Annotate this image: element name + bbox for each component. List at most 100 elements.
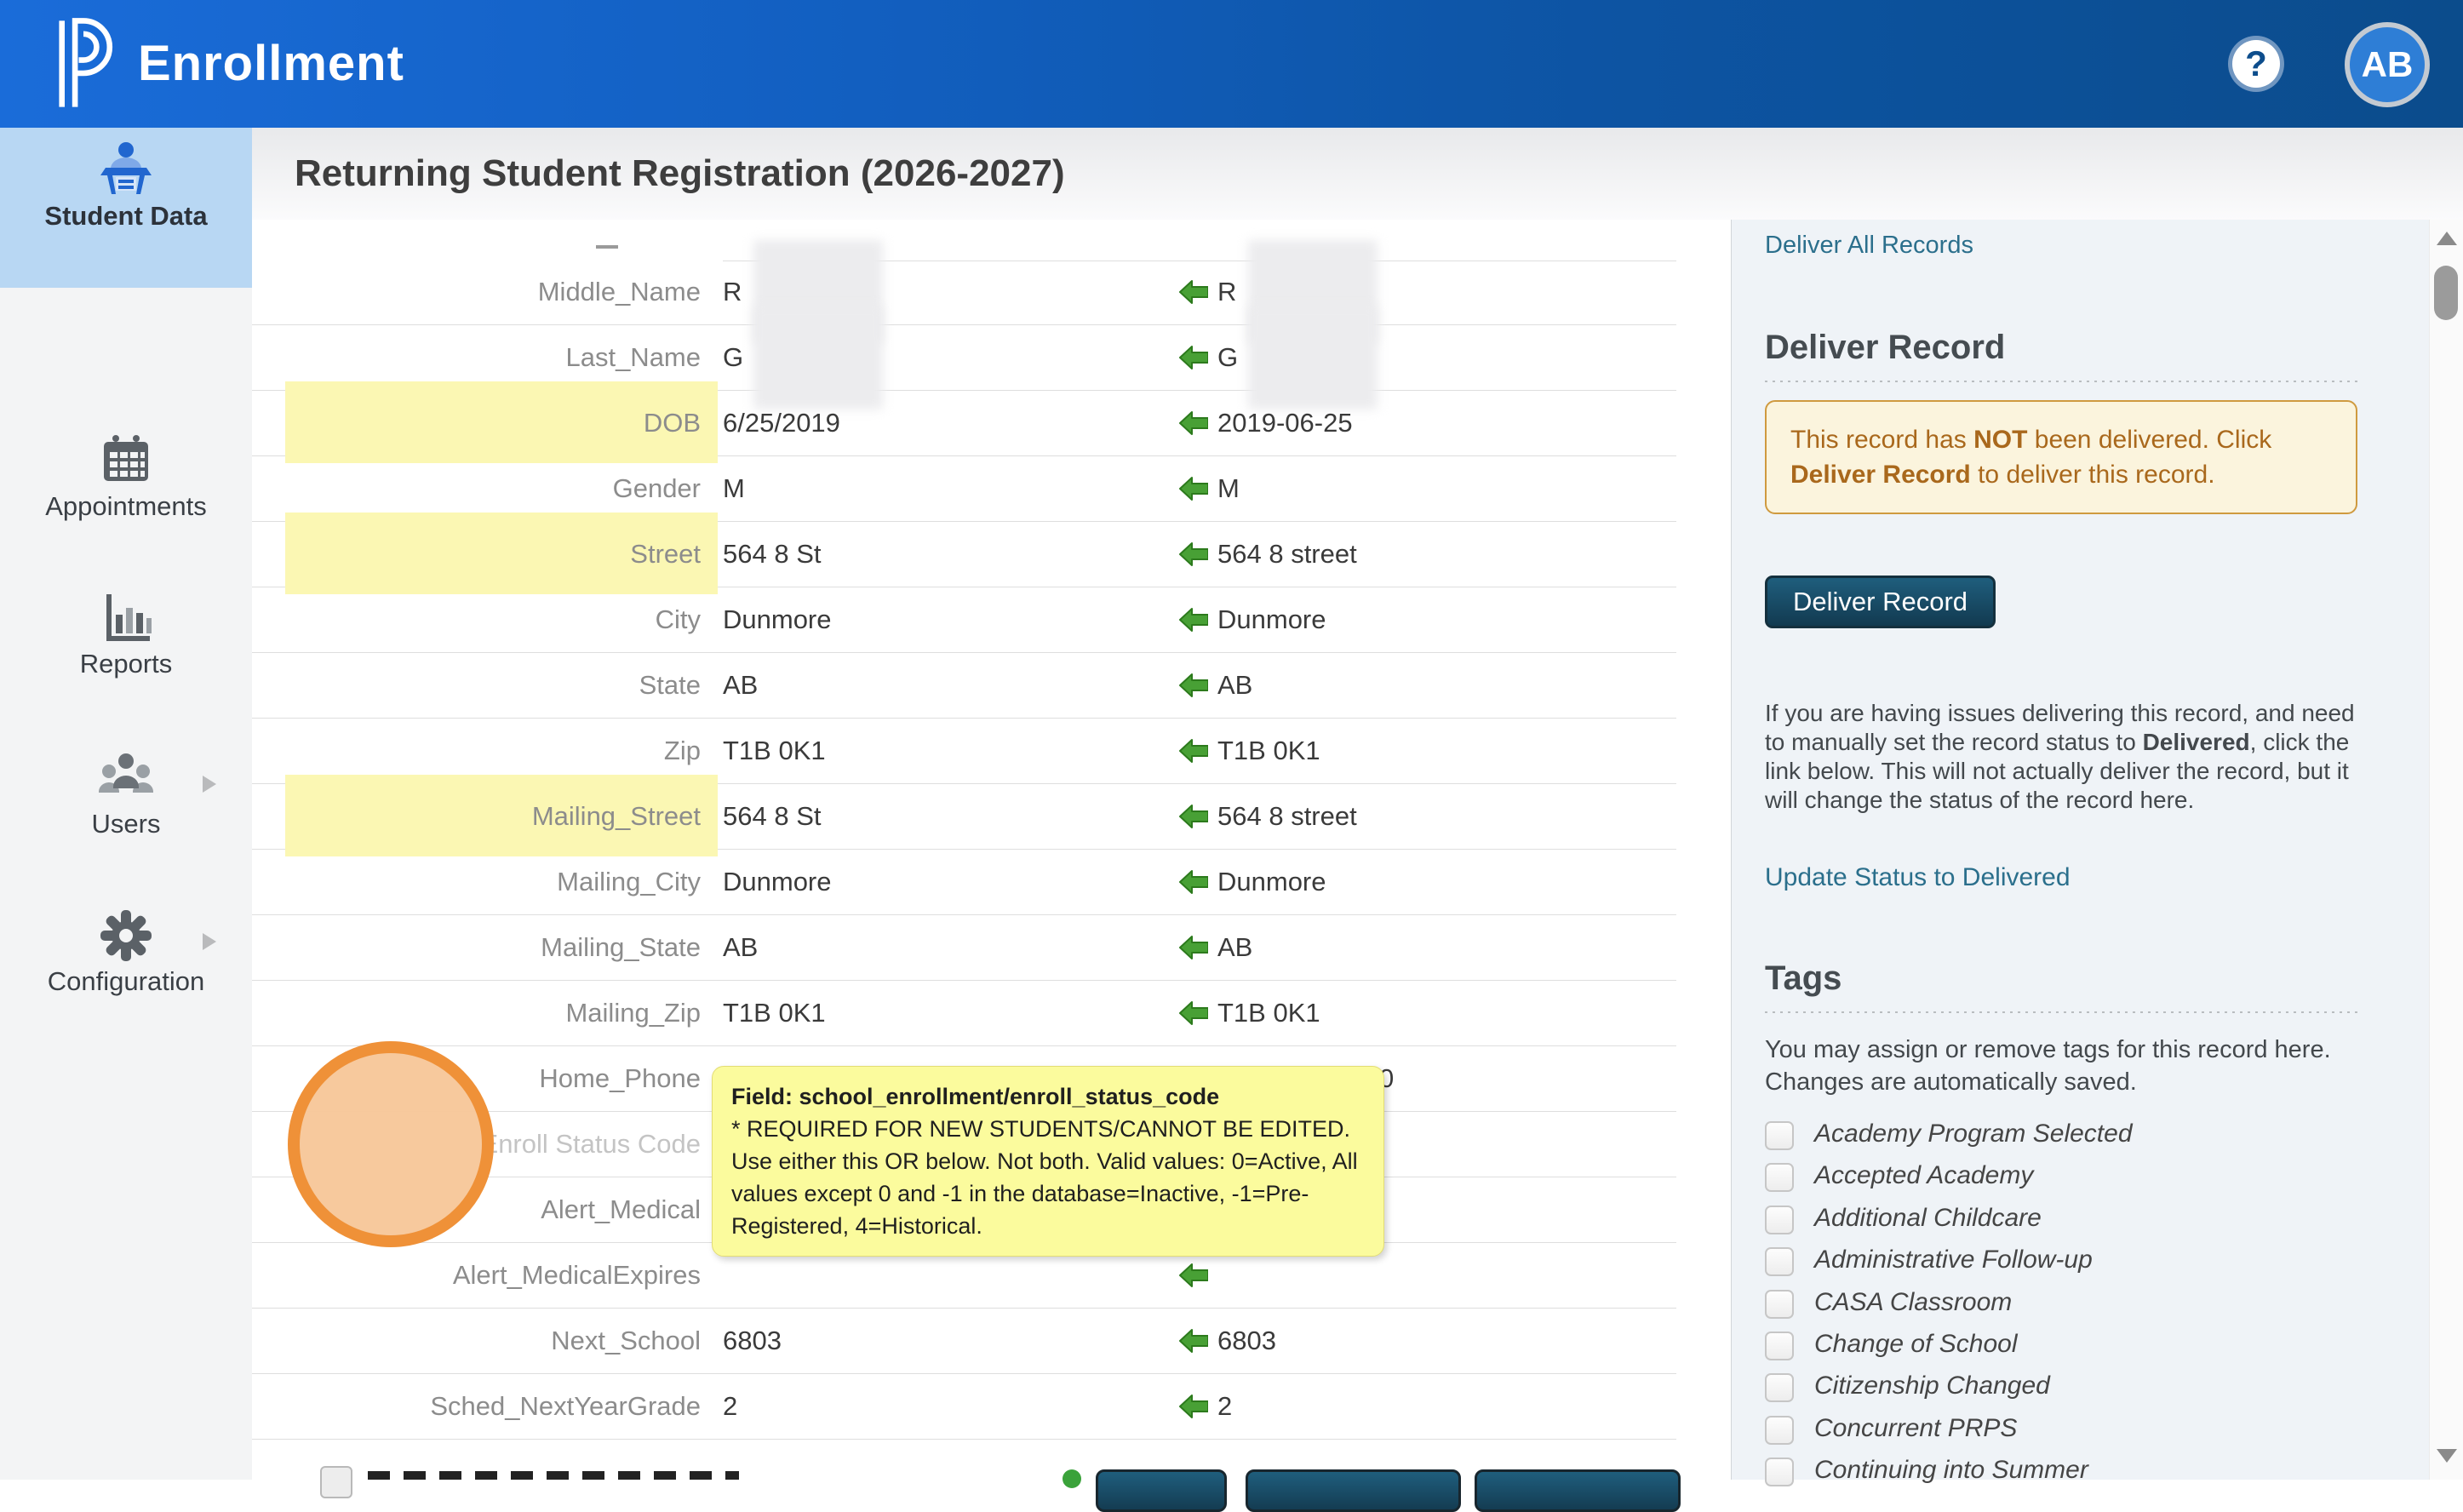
field-value-right: Dunmore [1217,867,1326,896]
sidebar-item-student-data[interactable]: Student Data [0,128,252,288]
clipped-button[interactable] [1246,1469,1461,1512]
table-row: Mailing_Street 564 8 St 564 8 street [252,775,1676,856]
update-status-link[interactable]: Update Status to Delivered [1765,863,2071,891]
scrollbar-down-arrow[interactable] [2437,1449,2457,1463]
table-row: City Dunmore Dunmore [252,587,1676,653]
tag-checkbox[interactable] [1765,1205,1794,1234]
sidebar-item-appointments[interactable]: Appointments [0,430,252,522]
field-label: City [655,604,701,634]
paragraph-text: , click the link below. This will not ac… [1765,729,2350,813]
deliver-all-records-link[interactable]: Deliver All Records [1765,232,1973,259]
field-label: Sched_NextYearGrade [430,1391,701,1421]
paragraph-text: If you are having issues delivering this… [1765,700,2355,755]
tag-checkbox[interactable] [1765,1373,1794,1403]
table-row: Mailing_State AB AB [252,914,1676,981]
tag-checkbox[interactable] [1765,1415,1794,1445]
table-row: Zip T1B 0K1 T1B 0K1 [252,718,1676,784]
clipped-row-fragment [596,245,618,249]
field-label: State [639,670,701,700]
help-icon[interactable]: ? [2232,40,2280,88]
tag-checkbox[interactable] [1765,1289,1794,1319]
powerschool-logo-icon [59,18,113,107]
field-value-left: R [723,277,742,306]
field-value-right: M [1217,473,1240,503]
field-label: Mailing_State [541,932,701,962]
manual-status-paragraph: If you are having issues delivering this… [1765,699,2366,815]
field-value-left: 564 8 St [723,539,822,569]
not-delivered-notice: This record has NOT been delivered. Clic… [1765,400,2357,514]
gear-icon [100,910,152,961]
sidebar-item-reports[interactable]: Reports [0,587,252,679]
scrollbar-thumb[interactable] [2434,266,2458,320]
copy-left-arrow-icon [1179,805,1208,828]
clipped-checkbox[interactable] [320,1466,352,1498]
title-strip: Returning Student Registration (2026-202… [252,128,2463,220]
table-row: Last_Name G G [252,306,1676,410]
clipped-button[interactable] [1096,1469,1227,1512]
bar-chart-icon [106,594,152,641]
sidebar-item-users[interactable]: Users [0,747,252,839]
field-value-right: 6803 [1217,1326,1276,1355]
copy-left-arrow-icon [1179,542,1208,566]
users-icon [99,753,153,793]
field-value-right: T1B 0K1 [1217,736,1320,765]
app-title: Enrollment [138,36,404,91]
field-value-right: AB [1217,670,1253,700]
table-row: Gender M M [252,455,1676,522]
copy-left-arrow-icon [1179,280,1208,304]
table-row: Middle_Name R R [252,240,1676,344]
tag-checkbox[interactable] [1765,1247,1794,1277]
dotted-divider [1765,1011,2357,1013]
field-value-right: R [1217,277,1237,306]
tag-checkbox[interactable] [1765,1121,1794,1150]
field-value-left: 564 8 St [723,801,822,831]
field-value-left: 6803 [723,1326,782,1355]
avatar[interactable]: AB [2345,22,2430,107]
tag-checkbox[interactable] [1765,1332,1794,1360]
field-value-right: 2 [1217,1391,1233,1421]
table-row: Next_School 6803 6803 [252,1308,1676,1374]
field-label: Zip [663,736,701,765]
deliver-record-button[interactable]: Deliver Record [1765,576,1996,628]
sidebar-item-configuration[interactable]: Configuration [0,905,252,997]
tag-label: Academy Program Selected [1814,1120,2133,1148]
scrollbar-track[interactable] [2429,220,2463,1480]
tag-checkbox[interactable] [1765,1458,1794,1487]
field-value-left: 6/25/2019 [723,408,840,438]
field-label: Last_Name [565,342,701,372]
table-row: Alert_MedicalExpires [252,1242,1676,1309]
table-row: Street 564 8 St 564 8 street [252,513,1676,594]
notice-text: been delivered. Click [2027,426,2272,454]
field-value-left: M [723,473,745,503]
field-label: Home_Phone [539,1063,701,1093]
highlight-block [285,513,718,594]
clipped-button[interactable] [1475,1469,1681,1512]
chevron-right-icon[interactable] [203,776,216,793]
sidebar-item-label: Users [91,809,161,839]
field-value-left: AB [723,670,759,700]
page-title: Returning Student Registration (2026-202… [295,152,1065,194]
highlight-block [285,381,718,463]
field-value-right: 564 8 street [1217,801,1357,831]
tags-intro: You may assign or remove tags for this r… [1765,1036,2331,1096]
field-label: Street [630,539,701,569]
sidebar-item-label: Appointments [45,491,207,521]
field-label: Enroll Status Code [480,1129,701,1159]
tag-label: Continuing into Summer [1814,1456,2088,1485]
click-indicator-ring [288,1041,494,1247]
notice-bold: Deliver Record [1790,461,1971,489]
tag-checkbox[interactable] [1765,1163,1794,1193]
tag-label: Additional Childcare [1814,1203,2042,1232]
clipped-bold-text [368,1471,739,1480]
field-label: Gender [612,473,701,503]
field-label: Middle_Name [537,277,701,306]
copy-left-arrow-icon [1179,411,1208,435]
paragraph-bold: Delivered [2142,729,2250,755]
chevron-right-icon[interactable] [203,933,216,950]
scrollbar-up-arrow[interactable] [2437,232,2457,245]
tag-label: Change of School [1814,1330,2018,1358]
tags-heading: Tags [1765,959,1842,997]
dotted-divider [1765,381,2357,382]
student-data-icon [100,142,152,194]
table-row: Sched_NextYearGrade 2 2 [252,1373,1676,1440]
